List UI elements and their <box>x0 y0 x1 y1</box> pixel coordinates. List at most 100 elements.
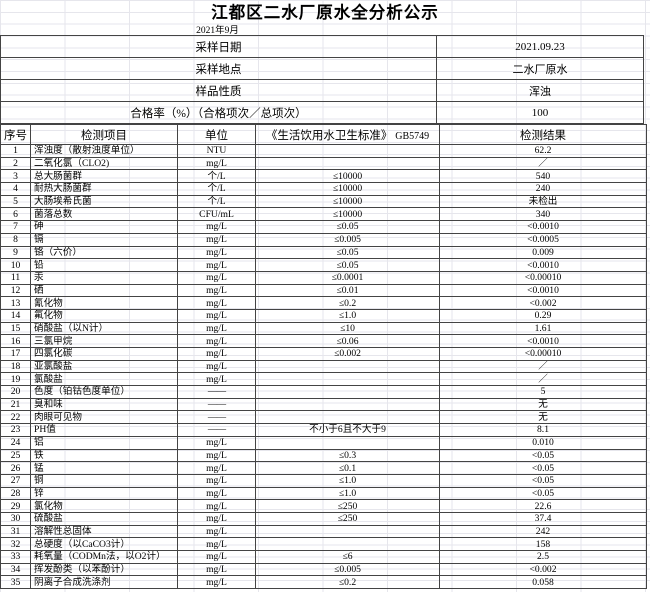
cell-standard <box>255 524 440 539</box>
table-row: 23 PH值 —— 不小于6且不大于9 8.1 <box>0 423 647 437</box>
cell-standard: ≤0.05 <box>255 245 440 260</box>
cell-item: 镉 <box>30 232 178 247</box>
sample-meta-body: 采样日期 2021.09.23 采样地点 二水厂原水 样品性质 浑浊 合格率（%… <box>0 35 644 124</box>
cell-result: 8.1 <box>439 423 647 437</box>
cell-standard: ≤0.1 <box>255 461 440 475</box>
table-row: 26 锰 mg/L ≤0.1 <0.05 <box>0 461 647 475</box>
cell-unit: NTU <box>177 144 256 158</box>
cell-unit: mg/L <box>177 321 256 336</box>
cell-no: 32 <box>0 537 31 551</box>
cell-item: 亚氯酸盐 <box>30 359 178 374</box>
cell-no: 35 <box>0 575 31 590</box>
cell-unit: mg/L <box>177 575 256 590</box>
cell-unit: mg/L <box>177 270 256 285</box>
table-row: 3 总大肠菌群 个/L ≤10000 540 <box>0 169 647 184</box>
cell-no: 14 <box>0 308 31 323</box>
cell-no: 10 <box>0 258 31 272</box>
analysis-results-body: 1 浑浊度（散射浊度单位） NTU 62.2 2 二氧化氯（CLO2) mg/L ／ 3 总大肠菌… <box>0 144 647 590</box>
cell-item: 锰 <box>30 461 178 475</box>
cell-result: 无 <box>439 410 647 425</box>
cell-result: 240 <box>439 182 647 196</box>
cell-unit: mg/L <box>177 550 256 564</box>
meta-value-sampling-date: 2021.09.23 <box>436 35 644 58</box>
cell-result: 158 <box>439 537 647 551</box>
column-header-unit: 单位 <box>177 124 256 145</box>
cell-standard: ≤1.0 <box>255 308 440 323</box>
cell-no: 21 <box>0 397 31 412</box>
cell-unit: 个/L <box>177 169 256 184</box>
cell-standard: ≤250 <box>255 499 440 513</box>
table-row: 13 氰化物 mg/L ≤0.2 <0.002 <box>0 296 647 310</box>
cell-no: 4 <box>0 182 31 196</box>
cell-result: <0.00010 <box>439 347 647 361</box>
cell-standard: ≤10000 <box>255 207 440 222</box>
table-row: 25 铁 mg/L ≤0.3 <0.05 <box>0 448 647 463</box>
cell-unit: mg/L <box>177 296 256 310</box>
cell-result: <0.0010 <box>439 258 647 272</box>
cell-result: <0.002 <box>439 562 647 577</box>
cell-result: ／ <box>439 359 647 374</box>
cell-item: 氯酸盐 <box>30 372 178 387</box>
cell-standard: ≤1.0 <box>255 473 440 488</box>
cell-unit: —— <box>177 423 256 437</box>
cell-item: 臭和味 <box>30 397 178 412</box>
cell-result: <0.05 <box>439 473 647 488</box>
table-row: 17 四氯化碳 mg/L ≤0.002 <0.00010 <box>0 347 647 361</box>
page-subtitle: 2021年9月 <box>196 25 239 36</box>
cell-standard <box>255 410 440 425</box>
cell-standard: ≤0.05 <box>255 258 440 272</box>
cell-no: 26 <box>0 461 31 475</box>
cell-unit: 个/L <box>177 182 256 196</box>
table-row: 8 镉 mg/L ≤0.005 <0.0005 <box>0 232 647 247</box>
cell-unit: mg/L <box>177 283 256 298</box>
column-header-result: 检测结果 <box>439 124 647 145</box>
cell-no: 30 <box>0 511 31 526</box>
cell-standard <box>255 435 440 450</box>
cell-result: 340 <box>439 207 647 222</box>
table-row: 30 硫酸盐 mg/L ≤250 37.4 <box>0 511 647 526</box>
table-header-row: 序号 检测项目 单位 《生活饮用水卫生标准》 GB5749 检测结果 <box>0 124 647 145</box>
cell-unit: mg/L <box>177 372 256 387</box>
table-row: 15 硝酸盐（以N计） mg/L ≤10 1.61 <box>0 321 647 336</box>
column-header-no: 序号 <box>0 124 31 145</box>
cell-result: ／ <box>439 372 647 387</box>
cell-item: 耐热大肠菌群 <box>30 182 178 196</box>
cell-item: 总硬度（以CaCO3计） <box>30 537 178 551</box>
table-row: 21 臭和味 —— 无 <box>0 397 647 412</box>
cell-no: 20 <box>0 385 31 399</box>
cell-item: 氟化物 <box>30 308 178 323</box>
sample-meta-table: 采样日期 2021.09.23 采样地点 二水厂原水 样品性质 浑浊 合格率（%… <box>0 35 644 124</box>
cell-unit: mg/L <box>177 537 256 551</box>
cell-no: 23 <box>0 423 31 437</box>
cell-standard <box>255 144 440 158</box>
table-row: 样品性质 浑浊 <box>0 79 644 102</box>
cell-result: <0.00010 <box>439 270 647 285</box>
cell-result: <0.002 <box>439 296 647 310</box>
cell-item: 阴离子合成洗涤剂 <box>30 575 178 590</box>
cell-standard: ≤0.005 <box>255 562 440 577</box>
cell-item: 铬（六价） <box>30 245 178 260</box>
cell-no: 16 <box>0 334 31 348</box>
cell-standard: ≤0.2 <box>255 296 440 310</box>
cell-result: 0.009 <box>439 245 647 260</box>
table-row: 31 溶解性总固体 mg/L 242 <box>0 524 647 539</box>
analysis-results-head: 序号 检测项目 单位 《生活饮用水卫生标准》 GB5749 检测结果 <box>0 124 647 145</box>
table-row: 采样地点 二水厂原水 <box>0 57 644 80</box>
cell-item: 耗氧量（CODMn法，以O2计） <box>30 550 178 564</box>
cell-standard: ≤10000 <box>255 169 440 184</box>
cell-standard <box>255 397 440 412</box>
cell-item: 硝酸盐（以N计） <box>30 321 178 336</box>
cell-standard <box>255 537 440 551</box>
cell-unit: mg/L <box>177 258 256 272</box>
cell-standard: ≤0.005 <box>255 232 440 247</box>
table-row: 2 二氧化氯（CLO2) mg/L ／ <box>0 156 647 171</box>
cell-result: <0.0010 <box>439 334 647 348</box>
meta-value-pass-rate: 100 <box>436 101 644 124</box>
table-row: 4 耐热大肠菌群 个/L ≤10000 240 <box>0 182 647 196</box>
cell-unit: —— <box>177 410 256 425</box>
table-row: 33 耗氧量（CODMn法，以O2计） mg/L ≤6 2.5 <box>0 550 647 564</box>
cell-unit: mg/L <box>177 448 256 463</box>
cell-unit: mg/L <box>177 486 256 501</box>
cell-item: 砷 <box>30 220 178 234</box>
meta-label-sample-property: 样品性质 <box>0 79 437 102</box>
